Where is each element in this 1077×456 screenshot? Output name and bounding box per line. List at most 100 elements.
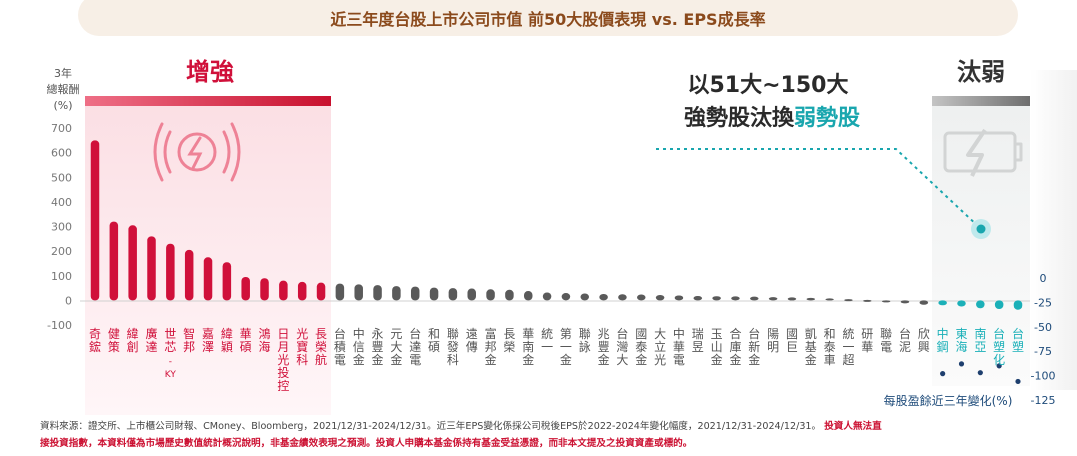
- bar: [900, 300, 910, 304]
- right-tick-label: 0: [1040, 272, 1047, 285]
- category-label: 台塑化: [993, 326, 1005, 367]
- bar: [618, 294, 627, 301]
- annotation-line-2-b: 弱勢股: [794, 105, 860, 131]
- category-label: 華南金: [522, 327, 534, 367]
- category-label: 統一超: [842, 327, 854, 367]
- bar: [844, 299, 853, 302]
- right-tick-label: -25: [1034, 296, 1052, 309]
- left-tick-label: 500: [51, 171, 72, 184]
- eps-change-point: [977, 370, 983, 376]
- category-label: 世芯-KY: [164, 327, 176, 380]
- category-label: 台塑: [1012, 326, 1024, 354]
- bar: [128, 225, 137, 301]
- weak-section-title: 汰弱: [957, 58, 1005, 86]
- category-label: 元大金: [390, 327, 402, 367]
- bar: [147, 236, 156, 301]
- footnote-source: 資料來源：證交所、上市櫃公司財報、CMoney、Bloomberg，2021/1…: [40, 421, 822, 432]
- left-tick-label: 700: [51, 122, 72, 135]
- category-label: 台積電: [334, 326, 346, 367]
- left-tick-label: 600: [51, 147, 72, 160]
- category-label: 長榮航: [315, 327, 327, 367]
- bar: [222, 262, 232, 301]
- bar: [203, 257, 213, 301]
- bar: [448, 288, 458, 301]
- bar: [674, 295, 684, 301]
- footnote: 資料來源：證交所、上市櫃公司財報、CMoney、Bloomberg，2021/1…: [40, 418, 1060, 452]
- category-label: 遠傳: [466, 327, 478, 354]
- category-label: 緯穎: [221, 326, 233, 354]
- bar: [392, 286, 401, 301]
- category-label: 合庫金: [729, 326, 741, 367]
- bar: [806, 297, 816, 301]
- bar: [655, 294, 665, 301]
- bar: [184, 249, 194, 301]
- annotation-line-1: 以51大~150大: [688, 73, 849, 98]
- left-tick-label: -100: [47, 319, 72, 332]
- left-tick-label: 200: [51, 245, 72, 258]
- category-label: 統一: [541, 327, 553, 354]
- category-label: 光寶科: [296, 327, 308, 367]
- category-label: 台灣大: [616, 326, 628, 367]
- strong-section-title: 增強: [186, 58, 234, 86]
- footnote-warning-1: 投資人無法直: [824, 421, 882, 432]
- bar: [486, 289, 495, 301]
- category-label: 智邦: [183, 326, 195, 354]
- eps-change-point: [1015, 378, 1021, 385]
- category-label: 瑞昱: [692, 327, 704, 354]
- right-tick-label: -75: [1034, 345, 1052, 358]
- bar: [863, 299, 872, 302]
- category-label: 台泥: [899, 326, 911, 354]
- bar: [166, 243, 175, 301]
- eps-change-point: [958, 361, 965, 367]
- category-label: 欣興: [918, 327, 930, 354]
- bar: [957, 300, 966, 307]
- bar: [523, 291, 533, 301]
- category-label: 聯發科: [447, 327, 459, 367]
- bar: [90, 140, 100, 301]
- bar: [580, 293, 590, 301]
- category-label: 聯詠: [579, 327, 591, 354]
- bar: [919, 300, 929, 305]
- left-tick-label: 100: [51, 270, 72, 283]
- right-tick-label: -125: [1031, 394, 1056, 407]
- right-axis-title: 每股盈餘近三年變化(%): [884, 393, 1013, 408]
- category-label: 華碩: [240, 327, 252, 354]
- bar: [373, 285, 382, 301]
- category-label: 國巨: [786, 327, 798, 354]
- bar: [637, 294, 646, 301]
- category-label: 富邦金: [485, 326, 497, 367]
- category-label: 陽明: [767, 327, 779, 354]
- category-label: 嘉澤: [202, 327, 214, 354]
- category-label: 凱基金: [805, 327, 817, 367]
- bar: [335, 283, 345, 301]
- left-tick-label: 400: [51, 196, 72, 209]
- category-label: 東海: [955, 327, 967, 354]
- weak-zone-strip: [932, 96, 1030, 106]
- bar: [787, 297, 797, 301]
- left-tick-label: 0: [65, 294, 72, 307]
- footnote-warning-2: 接投資指數，本資料僅為市場歷史數值統計概況說明，非基金績效表現之預測。投資人申購…: [40, 438, 693, 449]
- category-label: 健策: [108, 327, 120, 354]
- chart-title: 近三年度台股上市公司市值 前50大股價表現 vs. EPS成長率: [330, 10, 766, 29]
- category-label: 大立光: [654, 327, 666, 367]
- annotation-line-2-a: 強勢股汰換: [684, 105, 795, 131]
- category-label: 日月光投控: [277, 327, 289, 393]
- category-label: 緯創: [127, 326, 139, 354]
- bar: [976, 300, 985, 309]
- category-label: 和碩: [428, 327, 440, 354]
- bar: [260, 278, 269, 301]
- lightning-strong-icon: [153, 122, 241, 182]
- category-label: 第一金: [560, 327, 572, 367]
- category-label: 南亞: [974, 326, 986, 354]
- eps-change-point: [996, 363, 1002, 369]
- category-label: 中華電: [673, 326, 685, 367]
- bar: [429, 287, 439, 301]
- strong-zone-strip: [85, 96, 331, 106]
- bar: [994, 300, 1004, 309]
- bar: [505, 289, 514, 301]
- bar: [712, 296, 721, 301]
- left-axis-title-2: 總報酬: [47, 82, 80, 96]
- bar: [731, 296, 740, 301]
- bar: [693, 295, 703, 301]
- bar: [410, 286, 420, 301]
